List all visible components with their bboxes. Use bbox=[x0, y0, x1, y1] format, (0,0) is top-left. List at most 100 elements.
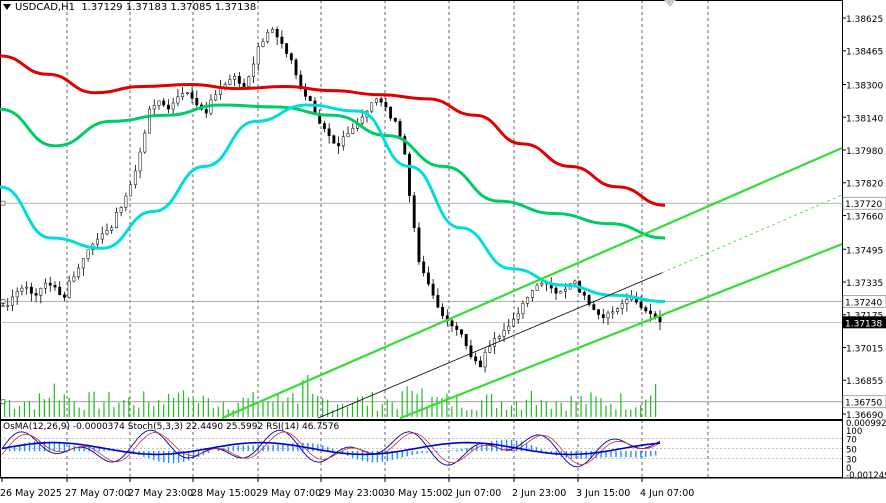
candle-body bbox=[559, 291, 563, 294]
time-tick-label: 3 Jun 15:00 bbox=[576, 488, 630, 499]
level-anchor-icon bbox=[0, 200, 6, 206]
candle bbox=[587, 294, 591, 307]
volume-bar bbox=[297, 403, 299, 417]
candle-body bbox=[171, 102, 175, 110]
indicator-tick-label: 70 bbox=[846, 436, 857, 446]
osma-bar bbox=[128, 450, 130, 453]
candle bbox=[190, 86, 194, 104]
osma-bar bbox=[327, 447, 329, 452]
volume-bar bbox=[287, 397, 289, 417]
candle-body bbox=[105, 230, 109, 235]
time-tick-label: 2 Jun 23:00 bbox=[512, 488, 566, 499]
price-tick-label: 1.38465 bbox=[846, 48, 883, 58]
candle bbox=[176, 89, 180, 107]
candle bbox=[441, 303, 445, 320]
candle bbox=[526, 296, 530, 307]
channel-mid-line bbox=[317, 272, 663, 419]
candle bbox=[483, 348, 487, 373]
volume-bar bbox=[625, 409, 627, 417]
time-tick-label: 28 May 15:00 bbox=[191, 488, 256, 499]
dropdown-triangle-icon[interactable] bbox=[3, 4, 11, 10]
osma-bar bbox=[177, 450, 180, 463]
osma-bar bbox=[13, 446, 16, 452]
stoch-signal-line bbox=[1, 431, 661, 466]
volume-bar bbox=[282, 401, 284, 417]
candle-body bbox=[266, 32, 270, 42]
volume-bar bbox=[222, 401, 224, 417]
candle bbox=[110, 224, 114, 234]
volume-bar bbox=[168, 394, 170, 417]
osma-bar bbox=[630, 450, 632, 458]
volume-bar bbox=[262, 402, 264, 417]
candle-body bbox=[464, 333, 468, 346]
candle bbox=[332, 134, 336, 144]
candle bbox=[20, 284, 24, 296]
volume-bar bbox=[197, 402, 200, 417]
candle-body bbox=[96, 238, 99, 245]
volume-bar bbox=[48, 397, 50, 417]
osma-bar bbox=[53, 442, 56, 452]
candle bbox=[157, 100, 161, 110]
volume-bar bbox=[98, 408, 100, 417]
osma-bar bbox=[33, 441, 36, 452]
candle-body bbox=[620, 303, 624, 309]
candle bbox=[620, 299, 624, 315]
current-price-label: 1.37138 bbox=[845, 319, 882, 329]
candle-body bbox=[639, 301, 643, 308]
candle-body bbox=[166, 104, 170, 110]
candle-body bbox=[389, 106, 393, 119]
osma-bar bbox=[456, 449, 458, 452]
volume-bar bbox=[356, 397, 359, 417]
candle-body bbox=[417, 227, 421, 263]
volume-bar bbox=[351, 403, 354, 417]
candle-body bbox=[275, 29, 279, 38]
candle bbox=[393, 117, 397, 123]
candle-body bbox=[15, 290, 19, 298]
osma-bar bbox=[272, 445, 274, 452]
volume-bar bbox=[158, 400, 160, 417]
volume-bar bbox=[416, 394, 418, 417]
candle-body bbox=[261, 41, 265, 47]
volume-bar bbox=[307, 374, 309, 417]
candle-body bbox=[58, 286, 62, 296]
candle bbox=[304, 83, 307, 101]
candle bbox=[138, 147, 142, 179]
candle bbox=[289, 52, 293, 64]
candle-body bbox=[408, 153, 411, 196]
volume-bar bbox=[386, 399, 388, 417]
candle bbox=[341, 130, 345, 151]
candle bbox=[422, 255, 426, 277]
osma-bar bbox=[505, 439, 508, 452]
candle bbox=[148, 105, 151, 134]
candle bbox=[285, 43, 289, 58]
candle-body bbox=[190, 92, 194, 99]
candle bbox=[114, 207, 118, 229]
volume-bar bbox=[391, 402, 393, 417]
time-tick-label: 26 May 2025 bbox=[0, 488, 62, 499]
osma-bar bbox=[287, 443, 289, 452]
volume-bar bbox=[83, 409, 85, 417]
channel-lower-line bbox=[399, 243, 843, 420]
osma-bar bbox=[401, 450, 403, 458]
candle-body bbox=[228, 79, 232, 85]
volume-bar bbox=[635, 407, 637, 417]
candle bbox=[426, 266, 430, 287]
candle bbox=[44, 278, 47, 294]
volume-bar bbox=[302, 380, 304, 417]
indicator-header: OsMA(12,26,9) -0.0000374 Stoch(5,3,3) 22… bbox=[3, 422, 339, 432]
osma-bar bbox=[58, 443, 61, 452]
volume-bar bbox=[33, 409, 36, 417]
candle bbox=[601, 308, 605, 324]
candle bbox=[58, 281, 62, 296]
candle bbox=[143, 129, 147, 154]
volume-bar bbox=[53, 383, 55, 417]
volume-bar bbox=[630, 409, 632, 417]
candle-body bbox=[582, 292, 586, 296]
candle bbox=[346, 126, 350, 138]
candle-body bbox=[337, 143, 341, 147]
candle bbox=[398, 118, 402, 138]
candle bbox=[431, 279, 435, 299]
candle bbox=[152, 99, 156, 117]
